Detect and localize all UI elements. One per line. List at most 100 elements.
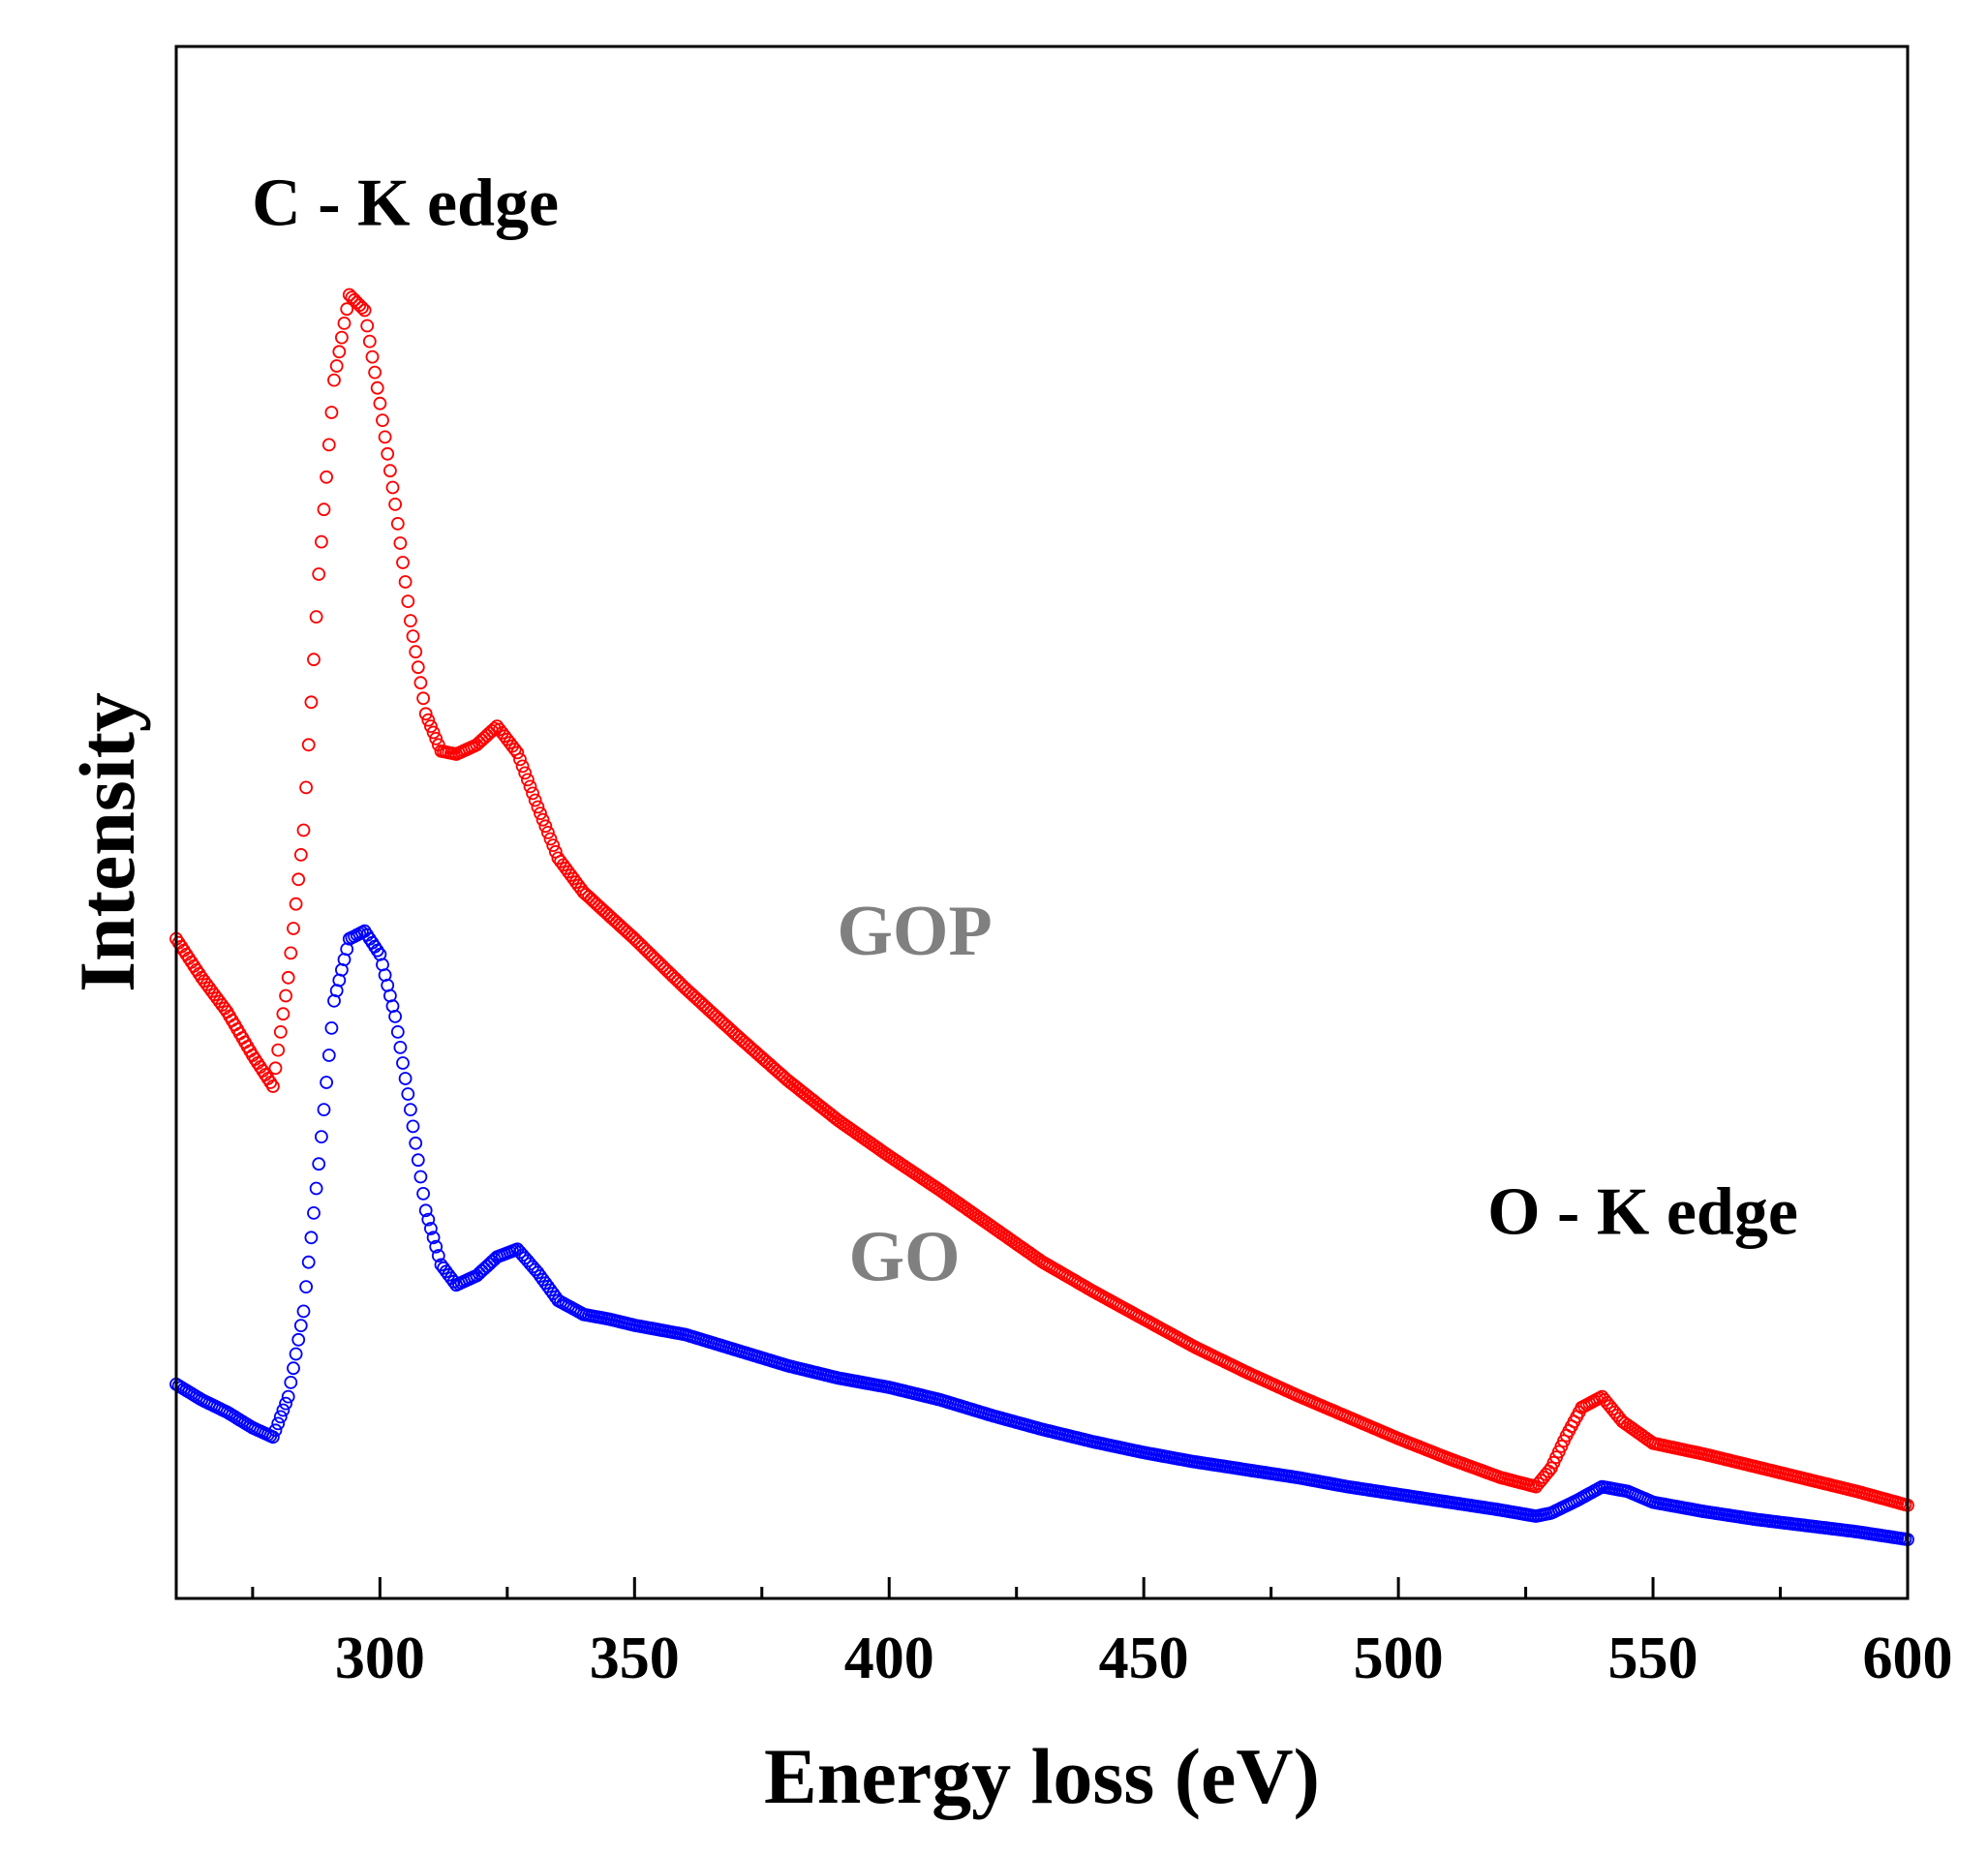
data-point — [390, 1025, 405, 1039]
x-tick-label: 350 — [590, 1626, 680, 1691]
data-point — [409, 1136, 423, 1150]
data-point — [531, 800, 545, 814]
data-point — [521, 773, 535, 787]
x-tick-label: 550 — [1608, 1626, 1698, 1691]
data-point — [403, 1103, 417, 1116]
data-point — [317, 1103, 331, 1116]
data-point — [541, 826, 555, 839]
c-k-edge-annotation: C - K edge — [252, 166, 559, 240]
data-point — [329, 359, 344, 373]
data-point — [411, 1153, 425, 1168]
data-point — [406, 1119, 420, 1134]
data-point — [413, 1170, 428, 1184]
data-point — [365, 350, 380, 364]
data-point — [312, 1157, 326, 1171]
data-point — [293, 1319, 308, 1332]
data-point — [409, 645, 423, 659]
data-point — [406, 629, 420, 643]
data-point — [426, 1231, 441, 1245]
data-point — [418, 1203, 433, 1218]
data-point — [271, 1416, 286, 1431]
x-tick-label: 300 — [335, 1626, 425, 1691]
x-tick-label: 500 — [1354, 1626, 1444, 1691]
x-tick-label: 450 — [1099, 1626, 1189, 1691]
data-point — [426, 725, 441, 740]
data-point — [321, 438, 336, 452]
data-point — [390, 517, 405, 531]
data-point — [528, 793, 542, 807]
data-point — [291, 872, 306, 887]
data-point — [403, 614, 417, 627]
data-point — [362, 334, 377, 349]
data-point — [398, 575, 413, 589]
data-point — [518, 766, 533, 780]
data-point — [279, 988, 293, 1003]
plot-frame — [174, 45, 1910, 1600]
data-point — [327, 373, 341, 387]
data-point — [273, 1025, 288, 1039]
data-point — [265, 1080, 280, 1093]
data-point — [418, 707, 433, 721]
data-point — [287, 1361, 300, 1376]
series-layer — [169, 288, 1914, 1546]
data-point — [421, 1212, 436, 1227]
data-point — [388, 1010, 403, 1023]
data-point — [340, 302, 354, 317]
data-point — [398, 1072, 413, 1085]
data-point — [393, 536, 408, 550]
data-point — [546, 838, 561, 852]
data-point — [304, 1231, 319, 1245]
data-point — [526, 786, 539, 801]
data-point — [385, 480, 400, 495]
data-point — [513, 752, 527, 767]
data-point — [296, 823, 311, 837]
data-point — [523, 779, 537, 794]
data-point — [287, 922, 300, 935]
data-point — [293, 848, 308, 862]
data-point — [396, 556, 410, 569]
data-point — [337, 316, 352, 330]
data-point — [296, 1304, 311, 1319]
gop-series-label: GOP — [837, 892, 992, 971]
data-point — [317, 502, 331, 517]
data-point — [304, 695, 319, 710]
data-point — [401, 594, 415, 608]
data-point — [382, 464, 397, 478]
x-axis: 300 350 400 450 500 550 600 — [251, 1577, 1953, 1691]
data-point — [423, 1222, 438, 1235]
x-axis-title: Energy loss (eV) — [764, 1732, 1320, 1820]
data-point — [370, 380, 384, 395]
data-point — [268, 1423, 283, 1438]
data-point — [271, 1043, 286, 1057]
data-point — [423, 719, 438, 733]
data-point — [320, 470, 334, 484]
data-point — [393, 1041, 408, 1054]
data-point — [324, 1021, 339, 1035]
data-point — [431, 1249, 445, 1262]
data-point — [354, 300, 369, 315]
data-point — [429, 1239, 443, 1254]
data-point — [299, 1280, 314, 1293]
data-point — [307, 653, 321, 667]
go-series-label: GO — [848, 1217, 960, 1296]
data-point — [416, 691, 431, 706]
data-point — [281, 970, 295, 985]
data-point — [273, 1410, 288, 1424]
data-point — [396, 1056, 410, 1070]
data-point — [421, 713, 436, 727]
data-point — [515, 759, 530, 774]
series-go — [169, 924, 1914, 1546]
data-point — [281, 1389, 295, 1404]
data-point — [276, 1403, 291, 1417]
data-point — [314, 534, 328, 549]
data-point — [538, 819, 553, 834]
data-point — [411, 660, 425, 675]
data-point — [510, 745, 525, 760]
data-point — [535, 812, 550, 827]
data-point — [401, 1087, 415, 1101]
data-point — [291, 1332, 306, 1347]
data-point — [543, 832, 558, 846]
data-point — [279, 1396, 293, 1411]
data-point — [376, 413, 389, 428]
